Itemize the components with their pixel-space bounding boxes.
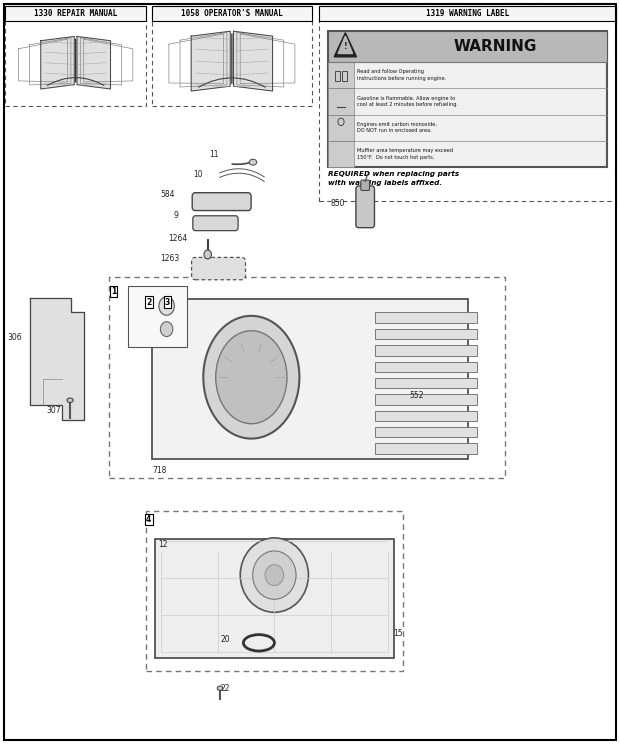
Text: 9: 9 bbox=[173, 211, 178, 220]
Bar bbox=[152, 299, 468, 459]
Polygon shape bbox=[334, 33, 356, 57]
FancyBboxPatch shape bbox=[361, 180, 370, 190]
Polygon shape bbox=[191, 31, 230, 91]
Bar bbox=[5, 6, 146, 21]
Text: WARNING: WARNING bbox=[454, 39, 537, 54]
Polygon shape bbox=[234, 31, 273, 91]
Text: 1058 OPERATOR'S MANUAL: 1058 OPERATOR'S MANUAL bbox=[181, 9, 283, 18]
Polygon shape bbox=[30, 298, 84, 420]
Text: 11: 11 bbox=[209, 150, 218, 159]
Bar bbox=[128, 286, 187, 347]
Text: 307: 307 bbox=[46, 406, 61, 415]
Text: 1: 1 bbox=[111, 287, 116, 296]
Bar bbox=[328, 31, 607, 167]
FancyBboxPatch shape bbox=[356, 186, 374, 228]
Text: 1263: 1263 bbox=[161, 254, 180, 263]
Bar bbox=[108, 277, 505, 478]
Ellipse shape bbox=[217, 686, 223, 690]
Text: 3: 3 bbox=[165, 298, 170, 307]
Text: 10: 10 bbox=[193, 170, 203, 179]
Bar bbox=[375, 394, 477, 405]
Text: Muffler area temperature may exceed
150°F.  Do not touch hot parts.: Muffler area temperature may exceed 150°… bbox=[357, 149, 453, 160]
Bar bbox=[375, 329, 477, 339]
Text: 718: 718 bbox=[152, 466, 166, 475]
Text: Read and follow Operating
Instructions before running engine.: Read and follow Operating Instructions b… bbox=[357, 69, 446, 80]
Text: Engines emit carbon monoxide,
DO NOT run in enclosed area.: Engines emit carbon monoxide, DO NOT run… bbox=[357, 122, 437, 133]
Ellipse shape bbox=[241, 538, 309, 612]
Text: 1330 REPAIR MANUAL: 1330 REPAIR MANUAL bbox=[34, 9, 117, 18]
Polygon shape bbox=[77, 36, 110, 89]
Bar bbox=[375, 427, 477, 437]
FancyBboxPatch shape bbox=[193, 216, 238, 231]
Bar bbox=[328, 88, 354, 115]
Text: Gasoline is flammable. Allow engine to
cool at least 2 minutes before refueling.: Gasoline is flammable. Allow engine to c… bbox=[357, 96, 458, 107]
Text: 850: 850 bbox=[331, 199, 345, 208]
Bar bbox=[335, 71, 340, 81]
FancyArrowPatch shape bbox=[47, 77, 104, 86]
Text: 15: 15 bbox=[394, 629, 404, 638]
Text: REQUIRED when replacing parts
with warning labels affixed.: REQUIRED when replacing parts with warni… bbox=[328, 171, 459, 186]
Ellipse shape bbox=[203, 315, 299, 439]
Text: 22: 22 bbox=[220, 684, 229, 693]
Ellipse shape bbox=[67, 398, 73, 403]
FancyBboxPatch shape bbox=[192, 257, 246, 280]
Polygon shape bbox=[41, 36, 74, 89]
Text: 552: 552 bbox=[409, 391, 423, 400]
Text: 4: 4 bbox=[146, 515, 151, 524]
Text: 306: 306 bbox=[7, 333, 22, 341]
Ellipse shape bbox=[253, 551, 296, 600]
Ellipse shape bbox=[249, 159, 257, 165]
Ellipse shape bbox=[161, 321, 173, 336]
Bar bbox=[155, 539, 394, 658]
Bar bbox=[328, 31, 607, 62]
Text: !: ! bbox=[343, 42, 347, 51]
Bar bbox=[152, 6, 312, 21]
Bar bbox=[146, 511, 403, 671]
Bar bbox=[5, 6, 146, 106]
Ellipse shape bbox=[216, 330, 287, 424]
Bar bbox=[328, 141, 354, 167]
Circle shape bbox=[204, 250, 211, 259]
Bar bbox=[375, 345, 477, 356]
Bar bbox=[328, 115, 354, 141]
Text: 1319 WARNING LABEL: 1319 WARNING LABEL bbox=[426, 9, 509, 18]
Text: 20: 20 bbox=[220, 635, 230, 644]
Ellipse shape bbox=[159, 297, 174, 315]
Text: 2: 2 bbox=[146, 298, 151, 307]
Bar bbox=[375, 378, 477, 388]
Bar bbox=[328, 31, 607, 62]
FancyBboxPatch shape bbox=[192, 193, 251, 211]
FancyArrowPatch shape bbox=[198, 78, 265, 87]
Polygon shape bbox=[338, 36, 353, 54]
Bar bbox=[152, 6, 312, 106]
Bar bbox=[319, 6, 616, 21]
Text: 1264: 1264 bbox=[168, 234, 187, 243]
Bar bbox=[342, 71, 347, 81]
Bar bbox=[375, 411, 477, 421]
Bar bbox=[375, 362, 477, 372]
Bar bbox=[375, 312, 477, 323]
Bar bbox=[319, 6, 616, 201]
Ellipse shape bbox=[265, 565, 284, 586]
Text: 12: 12 bbox=[158, 540, 167, 549]
Text: eReplacementParts.com: eReplacementParts.com bbox=[238, 356, 382, 370]
Bar bbox=[328, 62, 354, 88]
Text: 584: 584 bbox=[161, 190, 175, 199]
Bar bbox=[375, 443, 477, 454]
